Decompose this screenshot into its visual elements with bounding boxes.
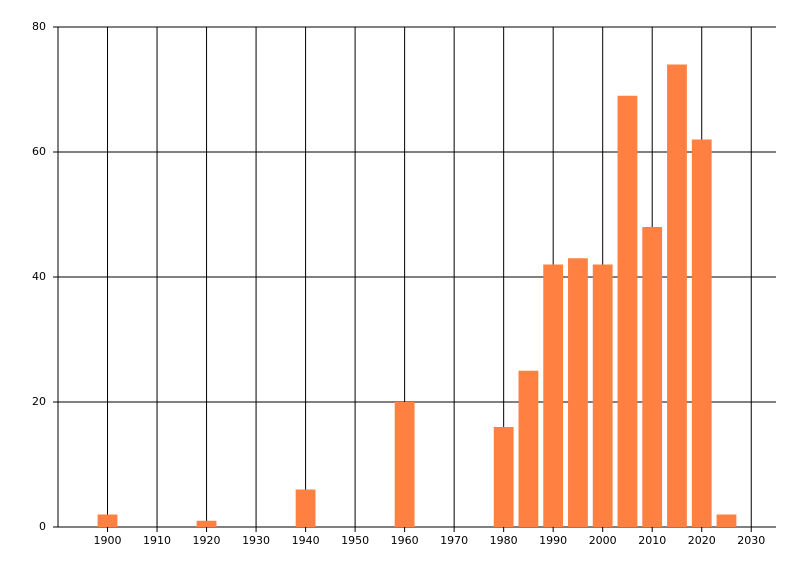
x-tick-label: 1940 (292, 534, 320, 547)
bar (568, 258, 588, 527)
x-tick-label: 1990 (539, 534, 567, 547)
bar (592, 264, 613, 527)
y-tick-label: 40 (32, 270, 46, 283)
bar (493, 427, 514, 527)
bar (518, 370, 539, 527)
x-tick-label: 1970 (440, 534, 468, 547)
x-tick-label: 2030 (737, 534, 765, 547)
x-tick-label: 1920 (193, 534, 221, 547)
x-tick-label: 1910 (143, 534, 171, 547)
bar (97, 514, 118, 527)
x-tick-label: 1900 (94, 534, 122, 547)
x-tick-label: 1950 (341, 534, 369, 547)
x-tick-label: 1960 (391, 534, 419, 547)
bar (394, 402, 415, 527)
bar (667, 64, 687, 527)
x-tick-label: 1980 (490, 534, 518, 547)
y-tick-label: 80 (32, 20, 46, 33)
bar (617, 95, 638, 527)
x-tick-label: 2020 (688, 534, 716, 547)
bar (543, 264, 564, 527)
x-tick-label: 2000 (589, 534, 617, 547)
bar (642, 227, 663, 527)
bar (196, 520, 217, 527)
x-tick-label: 1930 (242, 534, 270, 547)
y-tick-label: 0 (39, 520, 46, 533)
y-tick-label: 60 (32, 145, 46, 158)
bar (295, 489, 316, 527)
x-tick-label: 2010 (638, 534, 666, 547)
bar (691, 139, 712, 527)
y-tick-label: 20 (32, 395, 46, 408)
bar (716, 514, 737, 527)
